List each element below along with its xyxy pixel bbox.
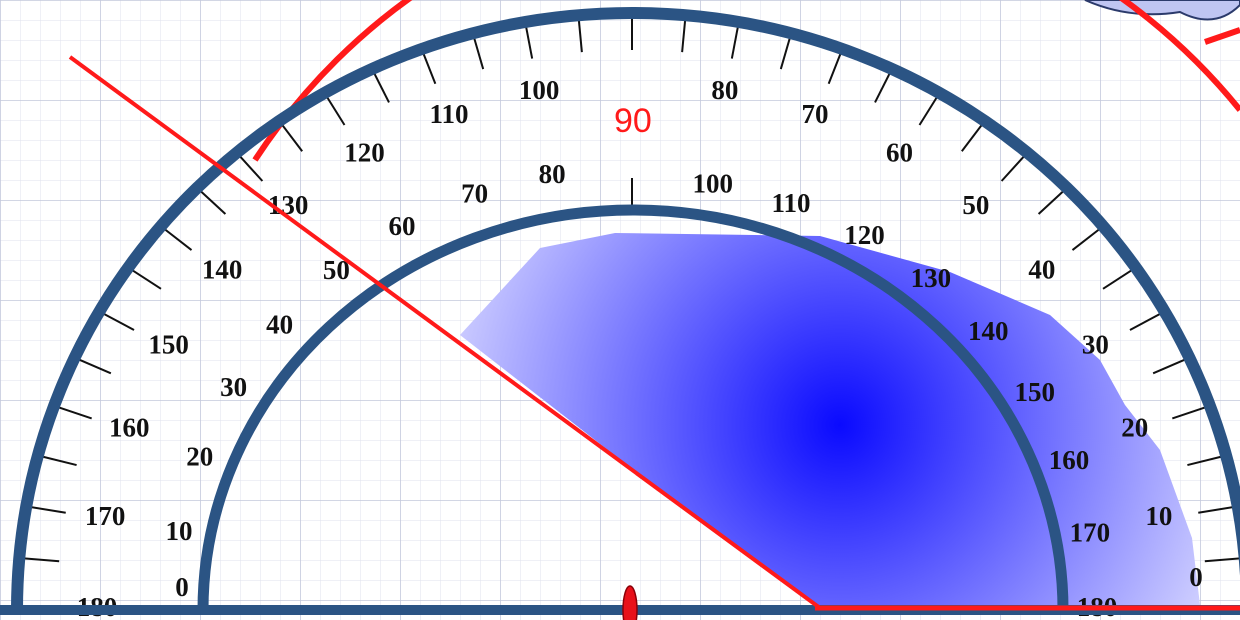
outer-tick xyxy=(524,21,534,59)
outer-arc xyxy=(11,7,1240,611)
outer-scale-label: 100 xyxy=(519,75,560,105)
inner-scale-label: 30 xyxy=(220,372,247,402)
outer-tick xyxy=(1172,404,1211,420)
outer-tick xyxy=(1152,356,1190,375)
inner-scale-label: 80 xyxy=(539,159,566,189)
inner-scale-label: 60 xyxy=(389,211,416,241)
outer-tick xyxy=(471,33,485,70)
outer-tick xyxy=(1037,187,1068,215)
outer-tick xyxy=(278,120,303,152)
shaded-region xyxy=(460,233,1200,608)
inner-scale-label: 10 xyxy=(165,516,192,546)
outer-tick xyxy=(1204,557,1240,563)
inner-scale-label: 150 xyxy=(1014,377,1055,407)
outer-tick xyxy=(98,310,135,331)
outer-tick xyxy=(196,187,227,215)
outer-tick xyxy=(1102,266,1137,290)
center-marker xyxy=(622,585,638,620)
outer-scale-label: 170 xyxy=(85,501,126,531)
outer-tick xyxy=(420,48,437,85)
outer-scale-label: 30 xyxy=(1082,330,1109,360)
inner-scale-label: 100 xyxy=(692,169,733,199)
outer-tick xyxy=(26,505,66,514)
outer-tick xyxy=(127,266,162,290)
outer-tick xyxy=(371,68,390,103)
red-arc xyxy=(252,0,1240,162)
outer-scale-label: 160 xyxy=(109,413,150,443)
inner-scale-label: 20 xyxy=(186,442,213,472)
outer-tick xyxy=(961,120,986,152)
outer-scale-label: 60 xyxy=(886,138,913,168)
outer-tick xyxy=(1187,454,1227,467)
center-label-90: 90 xyxy=(614,102,652,140)
outer-tick xyxy=(730,21,740,59)
inner-scale-label: 40 xyxy=(266,309,293,339)
outer-scale-label: 150 xyxy=(148,330,189,360)
outer-tick xyxy=(874,68,893,103)
outer-scale-label: 50 xyxy=(962,190,989,220)
inner-scale-label: 170 xyxy=(1070,518,1111,548)
outer-tick xyxy=(918,92,941,126)
outer-scale-label: 120 xyxy=(344,138,385,168)
outer-tick xyxy=(827,48,844,85)
outer-scale-label: 140 xyxy=(202,255,243,285)
tick-marks xyxy=(19,13,1240,563)
outer-tick xyxy=(74,356,112,375)
inner-scale-label: 120 xyxy=(844,220,885,250)
outer-tick xyxy=(577,15,583,53)
outer-tick xyxy=(323,92,346,126)
angle-ray xyxy=(68,55,822,610)
inner-scale-label: 140 xyxy=(968,316,1009,346)
outer-tick xyxy=(235,151,264,182)
inner-scale-label: 70 xyxy=(461,179,488,209)
outer-scale-label: 10 xyxy=(1145,501,1172,531)
red-arc-tail xyxy=(1204,27,1240,45)
inner-scale-label: 130 xyxy=(911,263,952,293)
outer-tick xyxy=(1198,505,1238,514)
outer-tick xyxy=(779,33,793,70)
inner-arc xyxy=(197,204,1069,611)
outer-scale-label: 110 xyxy=(430,99,469,129)
inner-scale-label: 160 xyxy=(1049,445,1090,475)
outer-tick xyxy=(53,404,92,420)
cloud-shape xyxy=(1084,0,1240,21)
outer-tick xyxy=(1129,310,1166,331)
outer-scale-label-zero: 0 xyxy=(1189,562,1203,592)
outer-scale-label: 20 xyxy=(1121,413,1148,443)
outer-tick xyxy=(19,556,60,563)
outer-tick xyxy=(1000,151,1029,182)
outer-scale-label: 70 xyxy=(801,99,828,129)
outer-tick xyxy=(1071,225,1104,251)
scale-labels: 1020304050607080100110120130140150160170… xyxy=(77,75,1203,620)
outer-tick xyxy=(681,15,687,53)
outer-tick xyxy=(160,225,193,251)
outer-tick xyxy=(37,454,77,467)
outer-scale-label: 40 xyxy=(1028,255,1055,285)
inner-scale-label: 110 xyxy=(772,188,811,218)
outer-scale-label: 80 xyxy=(711,75,738,105)
inner-scale-label-zero: 0 xyxy=(175,572,189,602)
